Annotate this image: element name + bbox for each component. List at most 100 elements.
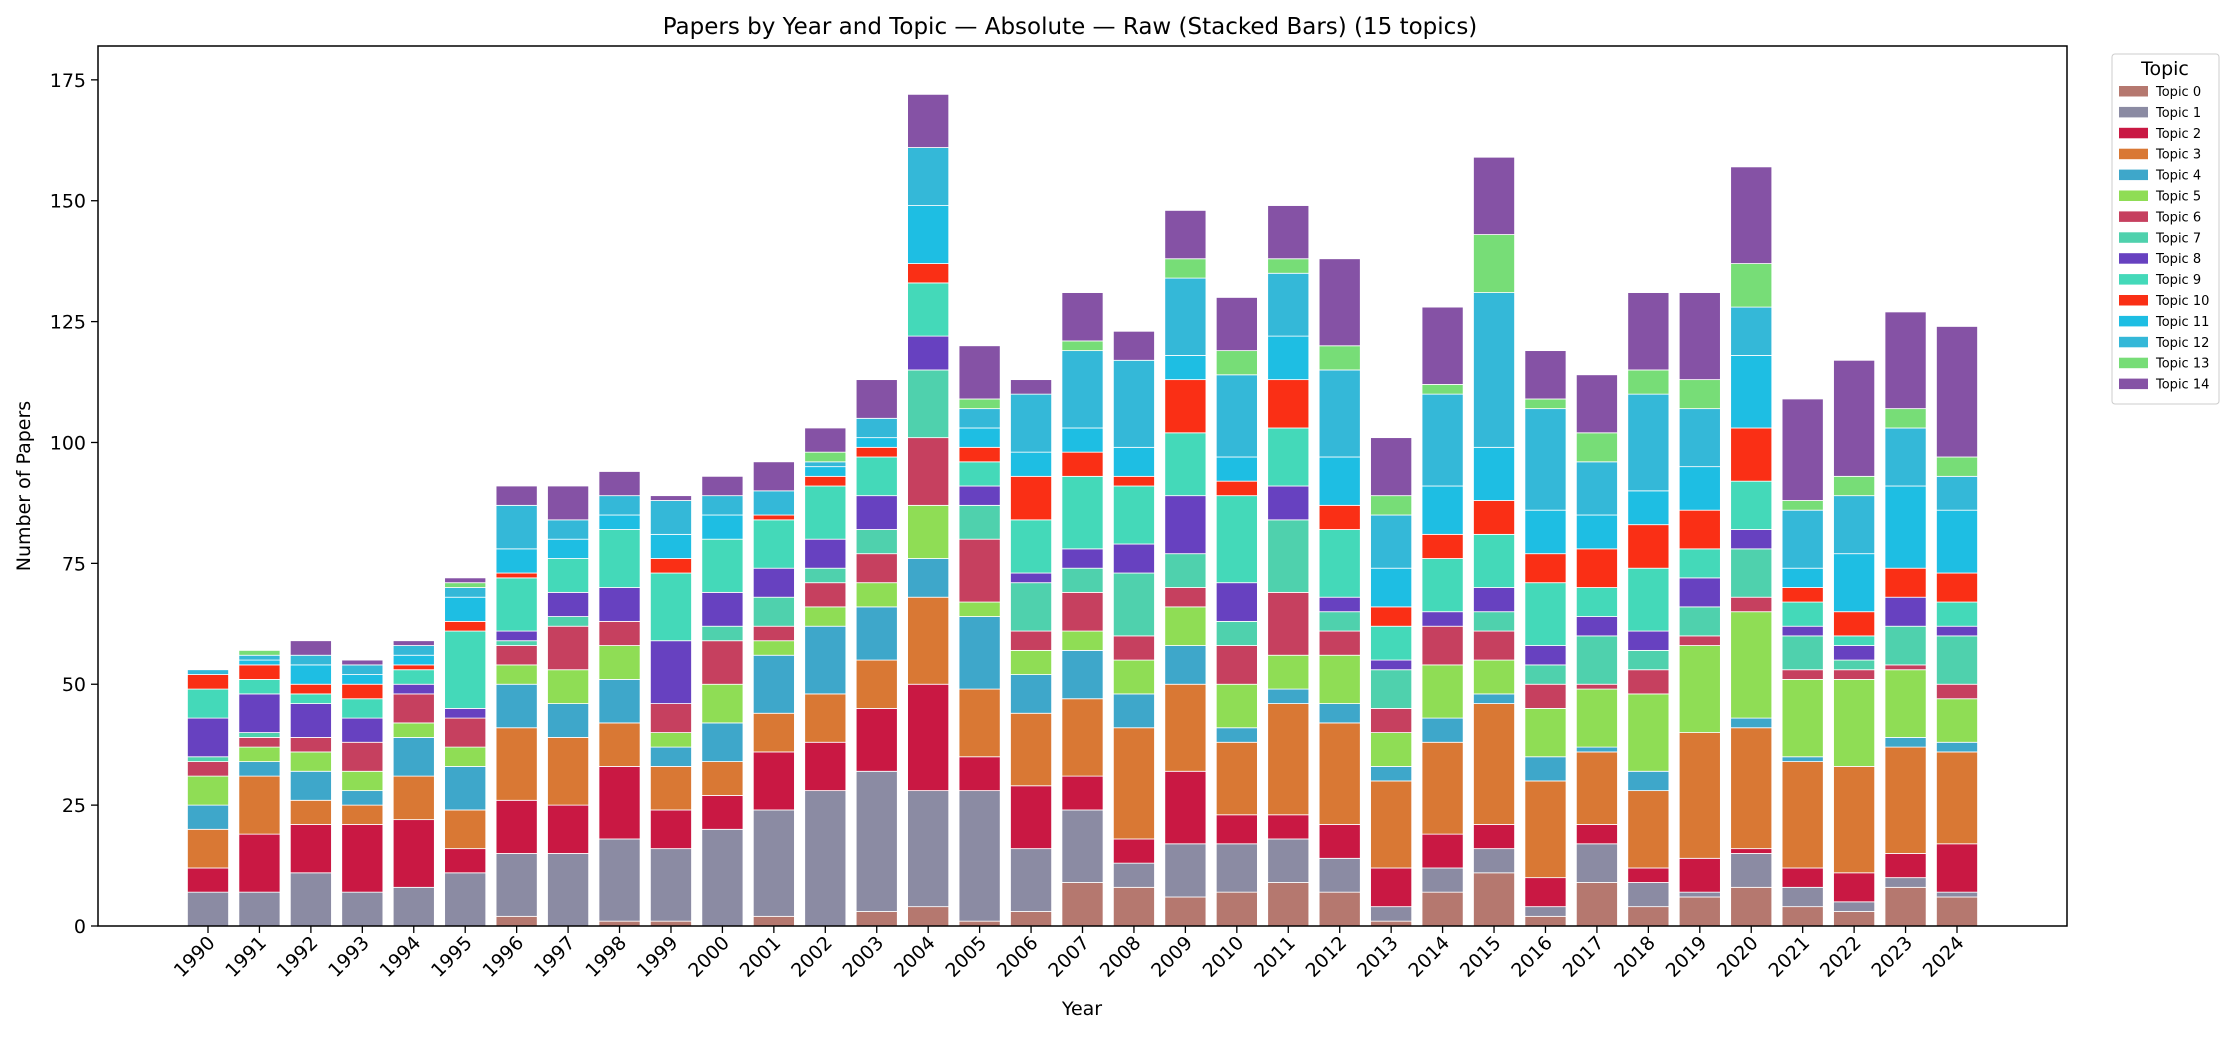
bar-segment-2020-topic-9	[1730, 480, 1773, 530]
bar-segment-2016-topic-5	[1524, 708, 1567, 758]
bar-segment-2012-topic-13	[1318, 345, 1361, 371]
bar-segment-2007-topic-7	[1061, 567, 1104, 593]
bar-segment-2010-topic-8	[1215, 582, 1258, 622]
bar-segment-2017-topic-1	[1575, 843, 1618, 883]
bar-segment-2014-topic-10	[1421, 533, 1464, 559]
legend-swatch-topic-12	[2119, 336, 2148, 348]
bar-segment-2020-topic-12	[1730, 306, 1773, 356]
bar-segment-2016-topic-6	[1524, 683, 1567, 709]
bar-segment-1990-topic-2	[187, 867, 229, 893]
bar-segment-2010-topic-10	[1215, 480, 1258, 497]
bar-segment-2020-topic-3	[1730, 727, 1773, 850]
bar-segment-2012-topic-0	[1318, 891, 1361, 927]
bar-segment-1997-topic-12	[547, 519, 590, 540]
bar-segment-2020-topic-2	[1730, 848, 1773, 854]
bar-segment-1997-topic-6	[547, 625, 590, 671]
bar-segment-2021-topic-3	[1781, 761, 1824, 869]
bar-segment-1996-topic-1	[495, 853, 538, 917]
bar-segment-2004-topic-0	[907, 906, 950, 927]
bar-segment-2003-topic-7	[855, 529, 898, 555]
bar-segment-2024-topic-6	[1936, 683, 1978, 700]
legend-title: Topic	[2140, 58, 2189, 80]
bar-segment-2011-topic-3	[1267, 703, 1310, 816]
bar-segment-2001-topic-3	[752, 712, 795, 753]
bar-segment-2013-topic-9	[1370, 625, 1413, 661]
bar-segment-2001-topic-7	[752, 596, 795, 627]
legend-swatch-topic-9	[2119, 274, 2148, 285]
bar-segment-2008-topic-5	[1112, 659, 1155, 695]
bar-segment-2004-topic-5	[907, 504, 950, 559]
bar-segment-1994-topic-14	[392, 640, 435, 646]
bar-segment-2011-topic-6	[1267, 591, 1310, 656]
bar-segment-2016-topic-1	[1524, 906, 1567, 917]
bar-segment-1990-topic-1	[187, 891, 229, 927]
bar-segment-2002-topic-2	[804, 741, 847, 792]
bar-segment-1997-topic-1	[547, 853, 590, 927]
bar-segment-2018-topic-1	[1627, 882, 1670, 908]
bar-segment-1990-topic-5	[187, 775, 229, 806]
bar-segment-2018-topic-12	[1627, 393, 1670, 492]
bar-segment-2020-topic-10	[1730, 427, 1773, 482]
bar-segment-1997-topic-7	[547, 616, 590, 627]
bar-segment-2017-topic-10	[1575, 548, 1618, 588]
bar-segment-2016-topic-11	[1524, 509, 1567, 555]
bar-segment-2015-topic-13	[1473, 234, 1515, 293]
bar-segment-1991-topic-11	[238, 659, 281, 666]
bar-segment-2022-topic-9	[1833, 635, 1876, 646]
bar-segment-1990-topic-4	[187, 804, 229, 830]
bar-segment-1993-topic-9	[341, 698, 384, 719]
bar-segment-2022-topic-3	[1833, 766, 1876, 874]
x-axis-label: Year	[1061, 998, 1102, 1020]
bar-segment-2020-topic-7	[1730, 548, 1773, 598]
bar-segment-2019-topic-6	[1678, 635, 1721, 646]
bar-segment-1990-topic-12	[187, 669, 229, 675]
legend-swatch-topic-14	[2119, 378, 2148, 390]
legend-label-topic-3: Topic 3	[2155, 148, 2201, 163]
bar-segment-2024-topic-0	[1936, 896, 1978, 927]
bar-segment-2004-topic-14	[907, 93, 950, 148]
bar-segment-2004-topic-11	[907, 205, 950, 264]
bar-segment-2003-topic-0	[855, 911, 898, 927]
bar-segment-1998-topic-14	[598, 471, 641, 497]
bar-segment-2008-topic-12	[1112, 359, 1155, 448]
bar-segment-2015-topic-10	[1473, 500, 1515, 535]
bar-segment-2017-topic-14	[1575, 374, 1618, 434]
bar-segment-2007-topic-3	[1061, 698, 1104, 777]
bar-segment-2011-topic-8	[1267, 485, 1310, 521]
bar-segment-1991-topic-12	[238, 654, 281, 661]
bar-segment-2011-topic-7	[1267, 519, 1310, 593]
bar-segment-2021-topic-1	[1781, 886, 1824, 908]
bar-segment-1997-topic-4	[547, 703, 590, 738]
bar-segment-1998-topic-12	[598, 495, 641, 516]
bar-segment-1999-topic-2	[649, 809, 692, 850]
bar-segment-2008-topic-3	[1112, 727, 1155, 840]
bar-segment-2017-topic-6	[1575, 683, 1618, 690]
bar-segment-2010-topic-12	[1215, 374, 1258, 458]
bar-segment-1994-topic-11	[392, 654, 435, 666]
bar-segment-2023-topic-11	[1884, 485, 1927, 569]
bar-segment-2023-topic-7	[1884, 625, 1927, 666]
bar-segment-1997-topic-14	[547, 485, 590, 521]
bar-segment-2010-topic-2	[1215, 814, 1258, 845]
bar-segment-2005-topic-3	[958, 688, 1001, 758]
bar-segment-1999-topic-8	[649, 640, 692, 704]
bar-segment-2004-topic-3	[907, 596, 950, 685]
bar-segment-2019-topic-2	[1678, 857, 1721, 893]
bar-segment-2011-topic-10	[1267, 379, 1310, 429]
bar-segment-1995-topic-6	[444, 717, 487, 748]
bar-segment-2010-topic-14	[1215, 297, 1258, 352]
bar-segment-2001-topic-1	[752, 809, 795, 917]
bar-segment-2012-topic-6	[1318, 630, 1361, 656]
bar-segment-1996-topic-12	[495, 504, 538, 550]
bar-segment-2020-topic-11	[1730, 355, 1773, 429]
bar-segment-2011-topic-5	[1267, 654, 1310, 690]
bar-segment-2015-topic-12	[1473, 292, 1515, 448]
bar-segment-2014-topic-5	[1421, 664, 1464, 719]
bar-segment-2012-topic-11	[1318, 456, 1361, 506]
bar-segment-2002-topic-3	[804, 693, 847, 743]
bar-segment-2017-topic-4	[1575, 746, 1618, 753]
bar-segment-2010-topic-3	[1215, 741, 1258, 816]
bar-segment-2008-topic-9	[1112, 485, 1155, 545]
bar-segment-2017-topic-9	[1575, 587, 1618, 617]
bar-segment-2002-topic-7	[804, 567, 847, 584]
